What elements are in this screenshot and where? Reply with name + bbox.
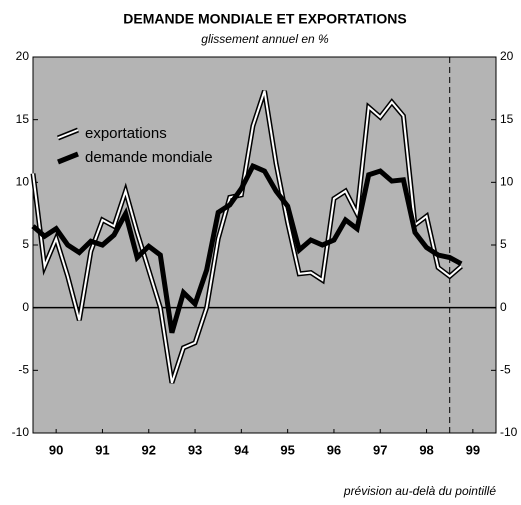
y2-tick-label: 5 [500, 237, 507, 251]
plot-area [32, 56, 497, 434]
line [31, 162, 463, 334]
y-tick-label: 5 [22, 237, 29, 251]
line [32, 90, 462, 384]
x-tick-label: 96 [327, 442, 341, 457]
chart-title: DEMANDE MONDIALE ET EXPORTATIONS [123, 11, 406, 27]
y2-tick-label: 15 [500, 112, 514, 126]
legend-swatch [57, 129, 79, 139]
y-tick-label: 15 [16, 112, 30, 126]
y-tick-label: -10 [12, 425, 30, 439]
x-tick-label: 95 [280, 442, 294, 457]
x-tick-label: 98 [419, 442, 433, 457]
y-tick-label: 0 [22, 300, 29, 314]
y-tick-label: -5 [18, 363, 29, 377]
x-tick-label: 97 [373, 442, 387, 457]
y2-tick-label: 20 [500, 49, 514, 63]
x-tick-label: 94 [234, 442, 249, 457]
y-tick-label: 10 [16, 175, 30, 189]
y2-tick-label: 10 [500, 175, 514, 189]
y2-tick-label: -10 [500, 425, 518, 439]
legend-label: demande mondiale [85, 149, 213, 166]
annotation: prévision au-delà du pointillé [343, 484, 496, 498]
x-tick-label: 91 [95, 442, 109, 457]
y-tick-label: 20 [16, 49, 30, 63]
y2-tick-label: 0 [500, 300, 507, 314]
legend-label: exportations [85, 125, 167, 142]
x-tick-label: 93 [188, 442, 202, 457]
x-tick-label: 90 [49, 442, 63, 457]
y2-tick-label: -5 [500, 363, 511, 377]
x-tick-label: 92 [142, 442, 156, 457]
legend-swatch [57, 151, 79, 165]
chart-subtitle: glissement annuel en % [201, 32, 329, 46]
x-tick-label: 99 [466, 442, 480, 457]
